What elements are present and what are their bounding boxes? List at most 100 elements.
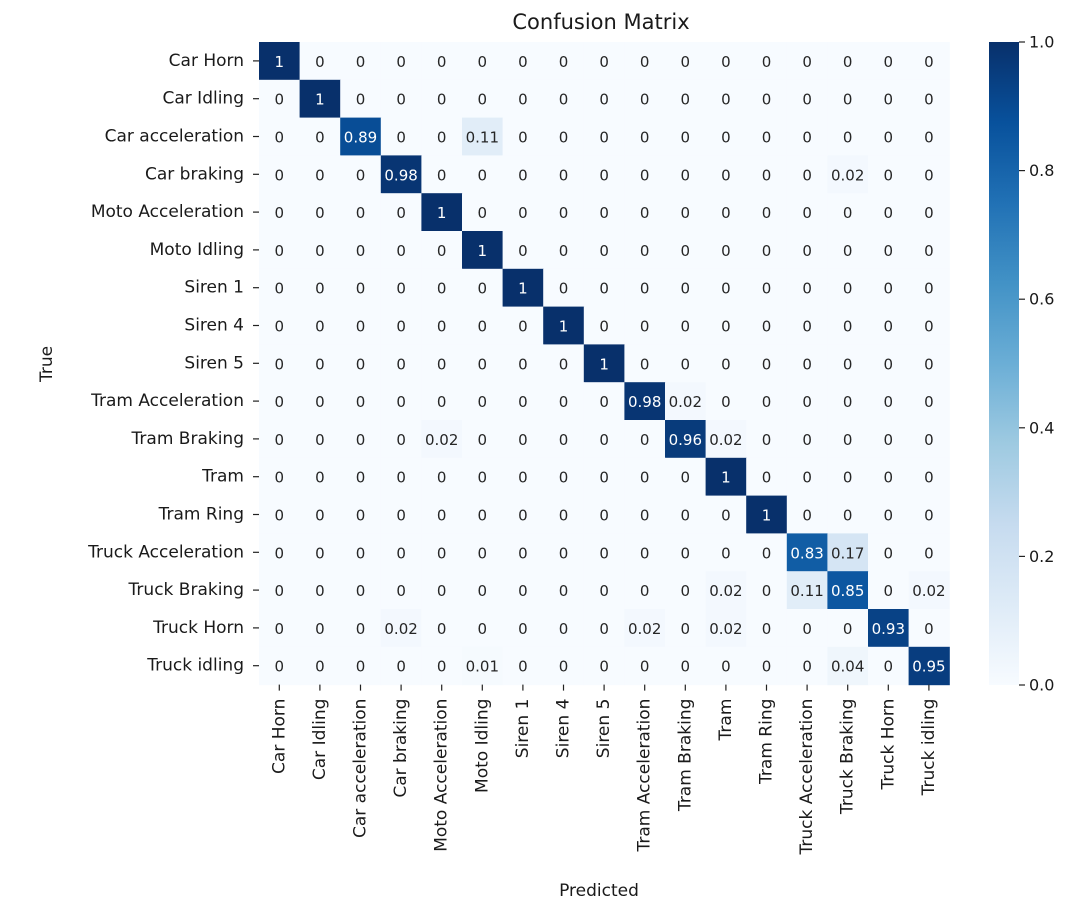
cell-value: 0 [559, 166, 569, 184]
cell-value: 0 [843, 204, 853, 222]
cell-value: 0 [275, 431, 285, 449]
cell-value: 0 [315, 582, 325, 600]
heatmap-cell [786, 457, 828, 497]
cell-value: 0 [762, 393, 772, 411]
heatmap-cell [827, 268, 869, 308]
heatmap-cell [868, 306, 910, 345]
cell-value: 0 [356, 280, 366, 298]
cell-value: 0 [599, 431, 609, 449]
heatmap-cell [705, 268, 747, 308]
x-tick-label: Tram [716, 699, 736, 742]
cell-value: 0 [356, 53, 366, 71]
y-tick-label: Tram Acceleration [90, 391, 244, 411]
x-tick-label: Truck Acceleration [797, 699, 817, 856]
heatmap-cell [665, 117, 707, 156]
cell-value: 0 [599, 280, 609, 298]
cell-value: 0 [518, 544, 528, 562]
cell-value: 0 [599, 507, 609, 525]
heatmap-cell [340, 609, 382, 648]
cell-value: 0 [721, 280, 731, 298]
y-tick-label: Tram [201, 467, 244, 487]
cell-value: 1 [559, 318, 569, 336]
cell-value: 0 [681, 507, 691, 525]
heatmap-cell [502, 457, 544, 497]
heatmap-cell [705, 382, 747, 421]
heatmap-cell [299, 79, 341, 119]
cell-value: 0 [924, 431, 934, 449]
cell-value: 0 [559, 507, 569, 525]
cell-value: 0 [802, 91, 812, 109]
heatmap-cell [827, 457, 869, 497]
heatmap-cell [543, 193, 585, 232]
heatmap-cell [624, 646, 666, 686]
heatmap-cell [543, 268, 585, 308]
colorbar-tick-label: 0.0 [1029, 676, 1054, 695]
heatmap-cell [705, 79, 747, 119]
cell-value: 0 [802, 620, 812, 638]
heatmap-cell [583, 495, 625, 534]
cell-value: 0 [396, 204, 406, 222]
heatmap-cell [543, 306, 585, 345]
heatmap-cell [908, 306, 950, 345]
heatmap-cell [827, 382, 869, 421]
cell-value: 0 [478, 204, 488, 222]
cell-value: 0 [599, 318, 609, 336]
heatmap-cell [259, 79, 301, 119]
cell-value: 0 [843, 431, 853, 449]
cell-value: 0 [640, 280, 650, 298]
cell-value: 0 [315, 507, 325, 525]
heatmap-cell [259, 193, 301, 232]
cell-value: 0 [518, 53, 528, 71]
heatmap-cell [340, 571, 382, 610]
cell-value: 0 [478, 53, 488, 71]
cell-value: 0 [884, 53, 894, 71]
heatmap-cell [502, 306, 544, 345]
heatmap-cell [827, 533, 869, 572]
heatmap-cell [786, 231, 828, 270]
heatmap-cell [827, 495, 869, 534]
heatmap-cell [746, 79, 788, 119]
heatmap-cell [705, 495, 747, 534]
cell-value: 0 [599, 129, 609, 147]
cell-value: 0 [681, 242, 691, 260]
heatmap-cell [340, 117, 382, 156]
cell-value: 0 [437, 507, 447, 525]
heatmap-cell [380, 306, 422, 345]
heatmap-cell [502, 42, 544, 81]
cell-value: 0 [478, 507, 488, 525]
heatmap-cell [786, 495, 828, 534]
heatmap-cell [340, 533, 382, 572]
cell-value: 0 [518, 469, 528, 487]
heatmap-cell [908, 533, 950, 572]
heatmap-cell [624, 79, 666, 119]
cell-value: 0.02 [384, 620, 417, 638]
cell-value: 0 [396, 355, 406, 373]
heatmap-cell [299, 420, 341, 459]
y-tick-label: Car Idling [163, 89, 245, 109]
cell-value: 0 [721, 242, 731, 260]
heatmap-cell [543, 646, 585, 686]
cell-value: 0 [437, 166, 447, 184]
cell-value: 0 [315, 318, 325, 336]
heatmap-cell [827, 193, 869, 232]
heatmap-cell [259, 268, 301, 308]
cell-value: 0 [356, 582, 366, 600]
heatmap-cell [583, 646, 625, 686]
cell-value: 0 [315, 280, 325, 298]
cell-value: 0 [396, 318, 406, 336]
x-tick-label: Car acceleration [351, 699, 371, 838]
cell-value: 0 [275, 242, 285, 260]
cell-value: 0 [518, 507, 528, 525]
heatmap-cell [299, 268, 341, 308]
cell-value: 0 [559, 431, 569, 449]
cell-value: 0 [884, 242, 894, 260]
cell-value: 0 [924, 393, 934, 411]
y-tick-label: Moto Acceleration [91, 202, 244, 222]
heatmap-cell [462, 79, 504, 119]
heatmap-cell [340, 268, 382, 308]
cell-value: 0 [478, 318, 488, 336]
cell-value: 0 [762, 658, 772, 676]
cell-value: 0 [721, 166, 731, 184]
cell-value: 0 [802, 204, 812, 222]
cell-value: 0 [599, 242, 609, 260]
